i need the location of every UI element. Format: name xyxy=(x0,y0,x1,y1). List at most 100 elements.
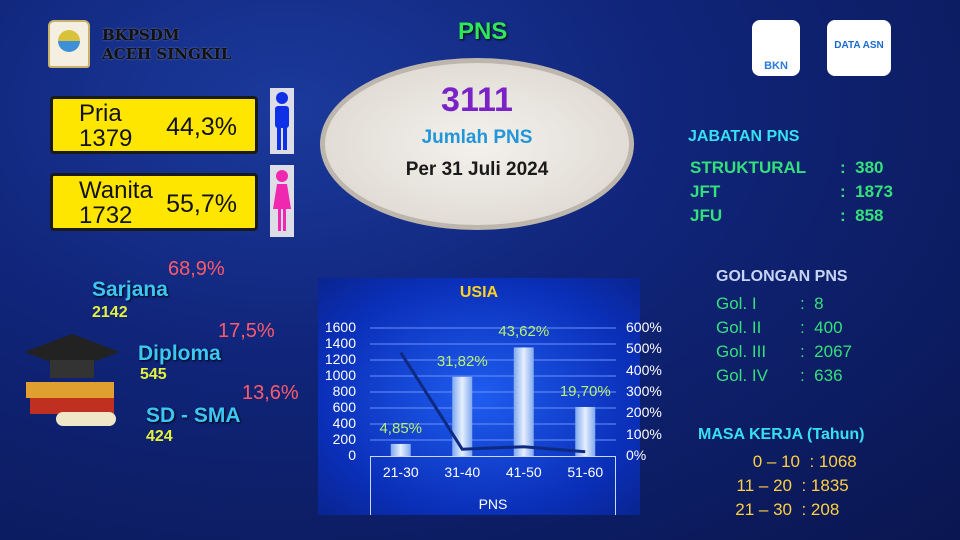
page-title: PNS xyxy=(458,18,508,45)
education-count: 545 xyxy=(140,366,167,383)
gender-label: Pria xyxy=(79,100,122,127)
golongan-section: GOLONGAN PNS Gol. I: 8 Gol. II: 400 Gol. I… xyxy=(716,268,852,388)
education-label: Diploma xyxy=(138,342,221,365)
y2-tick-label: 300% xyxy=(626,383,662,399)
y2-tick-label: 200% xyxy=(626,404,662,421)
x-axis-label: PNS xyxy=(478,496,508,512)
gender-card-wanita: Wanita 1732 55,7% xyxy=(50,173,258,231)
percent-line xyxy=(399,351,586,454)
row-label: JFU xyxy=(690,206,723,225)
gender-card-pria: Pria 1379 44,3% xyxy=(50,96,258,154)
y-tick-label: 1200 xyxy=(324,351,356,367)
row-label: Gol. II xyxy=(716,318,762,337)
golongan-row: Gol. III: 2067 xyxy=(716,340,852,364)
x-tick-label: 41-50 xyxy=(505,464,542,480)
org-line1: BKPSDM xyxy=(102,26,180,44)
bkn-logo-text: BKN xyxy=(764,60,788,72)
gender-label: Wanita xyxy=(79,177,153,204)
education-count: 2142 xyxy=(92,304,128,321)
data-label: 43,62% xyxy=(498,323,550,341)
gender-count: 1379 xyxy=(79,125,133,152)
row-separator: : xyxy=(792,500,811,519)
y2-tick-label: 0% xyxy=(626,447,647,463)
total-pns-value: 3111 xyxy=(441,81,513,119)
row-value: 1068 xyxy=(818,452,857,471)
y-tick-label: 400 xyxy=(332,415,356,431)
bar-31-40 xyxy=(452,376,473,456)
jabatan-section: JABATAN PNS STRUKTURAL: 380 JFT: 1873 JFU:… xyxy=(688,128,893,228)
data-asn-logo: DATA ASN xyxy=(827,20,891,76)
education-label: SD - SMA xyxy=(146,404,241,427)
total-pns-date: Per 31 Juli 2024 xyxy=(405,159,549,180)
jabatan-row: JFT: 1873 xyxy=(690,180,893,204)
usia-chart: USIA 1600 1400 1200 1000 800 600 400 200 0 600% 50… xyxy=(318,278,662,515)
golongan-row: Gol. IV: 636 xyxy=(716,364,852,388)
female-icon xyxy=(270,165,294,237)
masa-kerja-section: MASA KERJA (Tahun) 0 – 10 : 1068 11 – 20 … xyxy=(698,426,865,522)
total-pns-label: Jumlah PNS xyxy=(421,127,533,148)
data-label: 31,82% xyxy=(436,352,488,370)
row-label: Gol. III xyxy=(716,342,767,361)
row-value: 1873 xyxy=(855,182,893,201)
row-label: Gol. IV xyxy=(716,366,768,385)
y-tick-label: 600 xyxy=(332,399,356,415)
row-label: STRUKTURAL xyxy=(690,158,807,177)
gender-count: 1732 xyxy=(79,202,133,229)
y2-tick-label: 400% xyxy=(626,361,662,378)
category-axis-box xyxy=(370,456,616,515)
golongan-title: GOLONGAN PNS xyxy=(716,268,848,285)
jabatan-row: STRUKTURAL: 380 xyxy=(690,156,893,180)
row-value: 858 xyxy=(855,206,884,225)
masa_kerja-row: 11 – 20 : 1835 xyxy=(720,474,865,498)
y-tick-label: 800 xyxy=(332,383,356,399)
bkn-logo: BKN xyxy=(752,20,800,76)
row-value: 1835 xyxy=(810,476,849,495)
masa_kerja-row: 0 – 10 : 1068 xyxy=(728,450,865,474)
row-separator: : xyxy=(800,366,815,385)
row-separator: : xyxy=(800,294,815,313)
org-name: BKPSDM ACEH SINGKIL xyxy=(102,26,231,64)
row-value: 400 xyxy=(814,318,843,337)
y2-tick-label: 100% xyxy=(626,425,662,442)
masa-kerja-title: MASA KERJA (Tahun) xyxy=(698,426,865,443)
row-separator: : xyxy=(840,206,856,225)
data-asn-logo-text: DATA ASN xyxy=(834,40,884,51)
x-tick-label: 51-60 xyxy=(567,464,604,480)
row-value: 208 xyxy=(810,500,840,519)
row-value: 380 xyxy=(855,158,884,177)
aceh-singkil-logo xyxy=(48,20,90,68)
education-percent: 13,6% xyxy=(242,382,299,404)
row-separator: : xyxy=(792,476,811,495)
masa_kerja-row: 21 – 30 : 208 xyxy=(720,498,865,522)
jabatan-row: JFU: 858 xyxy=(690,204,893,228)
jabatan-title: JABATAN PNS xyxy=(688,128,800,145)
education-count: 424 xyxy=(146,428,173,445)
row-value: 2067 xyxy=(814,342,852,361)
education-percent: 17,5% xyxy=(218,320,275,342)
education-label: Sarjana xyxy=(92,278,168,301)
row-separator: : xyxy=(800,342,815,361)
row-separator: : xyxy=(800,318,815,337)
golongan-row: Gol. II: 400 xyxy=(716,316,852,340)
total-pns-card: 3111 Jumlah PNS Per 31 Juli 2024 xyxy=(320,58,634,230)
y-tick-label: 1400 xyxy=(324,335,356,351)
row-label: Gol. I xyxy=(716,294,757,313)
row-separator: : xyxy=(840,158,856,177)
row-separator: : xyxy=(800,452,819,471)
row-label: 11 – 20 xyxy=(736,476,792,495)
row-label: 21 – 30 xyxy=(735,500,792,519)
y-tick-label: 200 xyxy=(332,431,356,447)
data-label: 4,85% xyxy=(379,419,423,437)
row-value: 636 xyxy=(814,366,843,385)
bar-51-60 xyxy=(575,406,596,456)
data-label: 19,70% xyxy=(559,382,611,400)
male-icon xyxy=(270,88,294,154)
org-line2: ACEH SINGKIL xyxy=(102,45,232,63)
bar-21-30 xyxy=(390,443,411,456)
row-label: 0 – 10 xyxy=(752,452,800,471)
bar-41-50 xyxy=(513,347,534,456)
chart-title: USIA xyxy=(459,284,499,301)
y2-tick-label: 500% xyxy=(626,340,662,357)
golongan-row: Gol. I: 8 xyxy=(716,292,852,316)
y-tick-label: 0 xyxy=(348,447,356,463)
